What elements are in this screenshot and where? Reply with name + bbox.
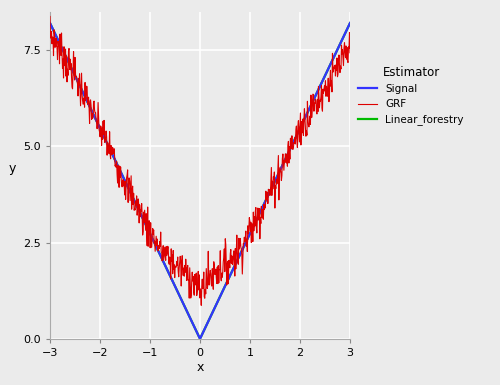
Linear_forestry	[347, 21, 353, 25]
Signal	[182, 306, 188, 311]
Y-axis label: y: y	[8, 162, 16, 175]
GRF	[198, 303, 204, 308]
Linear_forestry	[47, 21, 53, 25]
Line: GRF: GRF	[50, 17, 350, 305]
Signal	[100, 132, 106, 137]
GRF	[182, 257, 188, 261]
Signal	[274, 176, 280, 180]
Signal	[248, 229, 254, 234]
Line: Signal: Signal	[50, 23, 350, 338]
Signal	[347, 21, 353, 25]
GRF	[224, 261, 230, 266]
GRF	[274, 177, 280, 181]
Signal	[124, 183, 130, 188]
GRF	[124, 172, 130, 177]
GRF	[248, 220, 254, 224]
Signal	[47, 21, 53, 25]
Legend: Signal, GRF, Linear_forestry: Signal, GRF, Linear_forestry	[358, 66, 464, 126]
Linear_forestry	[124, 183, 130, 188]
GRF	[100, 119, 106, 124]
X-axis label: x: x	[196, 361, 203, 373]
Linear_forestry	[100, 132, 106, 137]
Signal	[196, 336, 202, 341]
Linear_forestry	[274, 176, 280, 180]
Linear_forestry	[248, 229, 254, 234]
GRF	[347, 50, 353, 55]
Linear_forestry	[196, 336, 202, 341]
Signal	[224, 279, 230, 284]
Linear_forestry	[182, 306, 188, 311]
Linear_forestry	[224, 279, 230, 284]
GRF	[47, 14, 53, 19]
Line: Linear_forestry: Linear_forestry	[50, 23, 350, 338]
